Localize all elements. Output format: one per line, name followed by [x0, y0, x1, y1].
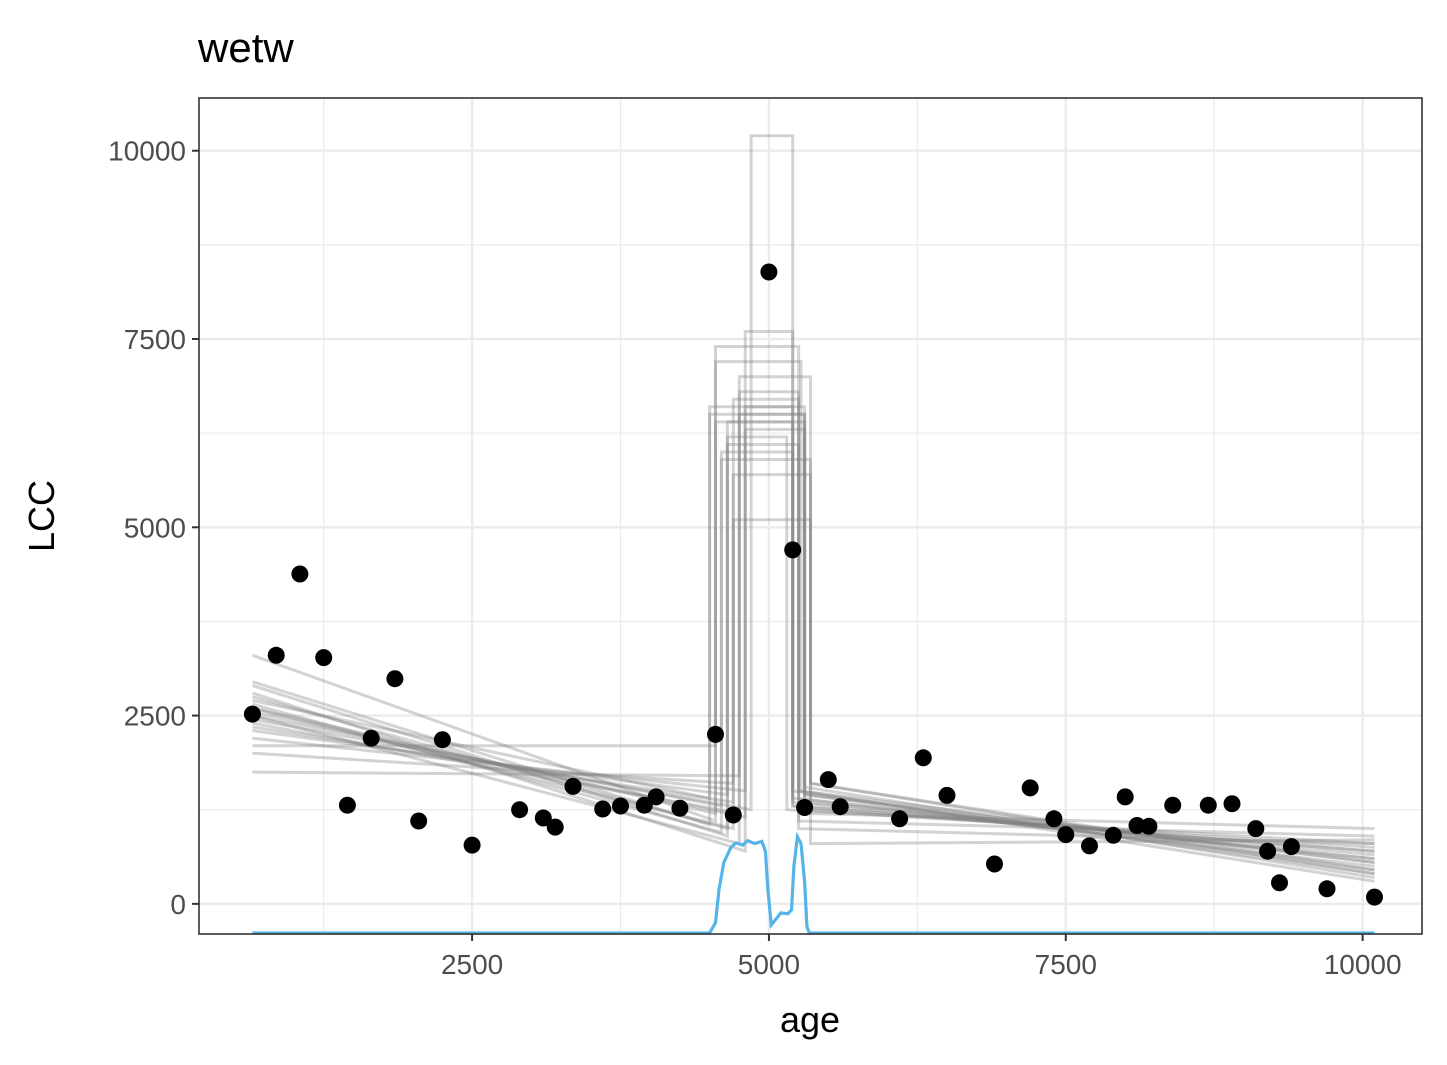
x-tick-label: 7500 — [1035, 949, 1097, 980]
y-tick-label: 7500 — [124, 324, 186, 355]
x-tick-label: 10000 — [1324, 949, 1402, 980]
data-point — [362, 729, 380, 747]
data-point — [707, 725, 724, 743]
sample-line — [252, 397, 1375, 868]
density-line — [252, 831, 1375, 935]
data-point — [760, 263, 778, 281]
data-point — [891, 810, 909, 828]
data-point — [1282, 838, 1300, 856]
data-point — [986, 855, 1003, 873]
data-point — [511, 801, 529, 819]
data-point — [1259, 842, 1277, 860]
data-point — [267, 646, 285, 664]
data-point — [291, 565, 309, 583]
data-point — [534, 809, 552, 827]
data-point — [594, 800, 612, 818]
data-point — [1366, 888, 1383, 906]
data-point — [612, 797, 629, 815]
y-axis-title: LCC — [21, 480, 62, 552]
data-point — [1140, 817, 1158, 835]
data-point — [433, 731, 451, 749]
data-point — [463, 836, 481, 854]
y-tick-label: 0 — [170, 889, 186, 920]
data-point — [1271, 874, 1288, 892]
data-point — [938, 786, 956, 804]
data-point — [784, 541, 802, 559]
x-tick-label: 5000 — [738, 949, 800, 980]
sample-line — [251, 360, 1375, 883]
data-point — [1223, 795, 1241, 813]
data-point — [796, 799, 814, 816]
axis-ticks: 2500 5000 7500 10000 0 2500 5000 7500 10000 — [108, 136, 1401, 980]
data-point — [635, 796, 653, 814]
sample-line — [252, 420, 1375, 861]
data-point — [564, 777, 582, 795]
sample-line — [251, 412, 1375, 872]
sample-line — [252, 405, 1375, 849]
data-point — [1247, 820, 1265, 838]
data-point — [914, 749, 932, 767]
x-tick-label: 2500 — [441, 949, 503, 980]
data-point — [831, 798, 849, 816]
sample-lines — [251, 134, 1375, 883]
data-point — [671, 799, 689, 817]
data-point — [243, 705, 261, 723]
data-point — [724, 806, 742, 824]
data-point — [1116, 788, 1134, 806]
data-point — [647, 788, 665, 806]
panel-border — [198, 97, 1423, 935]
data-point — [410, 812, 428, 830]
data-point — [1045, 810, 1063, 828]
data-point — [1057, 826, 1075, 844]
sample-line — [252, 458, 1375, 872]
data-point — [546, 818, 564, 836]
y-tick-label: 2500 — [124, 701, 186, 732]
data-point — [1021, 779, 1039, 797]
data-point — [819, 771, 837, 789]
data-point — [1104, 826, 1122, 844]
chart-title: wetw — [197, 24, 294, 71]
x-axis-title: age — [780, 999, 840, 1040]
data-point — [386, 670, 404, 688]
density-curve — [252, 831, 1375, 935]
sample-line — [252, 405, 1375, 853]
grid — [199, 98, 1422, 934]
data-point — [315, 649, 333, 667]
sample-line — [252, 435, 1375, 846]
sample-line — [252, 134, 1375, 853]
data-point — [338, 796, 356, 814]
sample-line — [251, 330, 1375, 876]
data-points — [243, 263, 1383, 906]
sample-line — [252, 375, 1375, 876]
y-tick-label: 5000 — [124, 512, 186, 543]
data-point — [1318, 880, 1336, 898]
data-point — [1199, 796, 1217, 814]
data-point — [1081, 837, 1098, 855]
data-point — [1164, 796, 1182, 814]
sample-line — [252, 390, 1375, 846]
y-tick-label: 10000 — [108, 136, 186, 167]
